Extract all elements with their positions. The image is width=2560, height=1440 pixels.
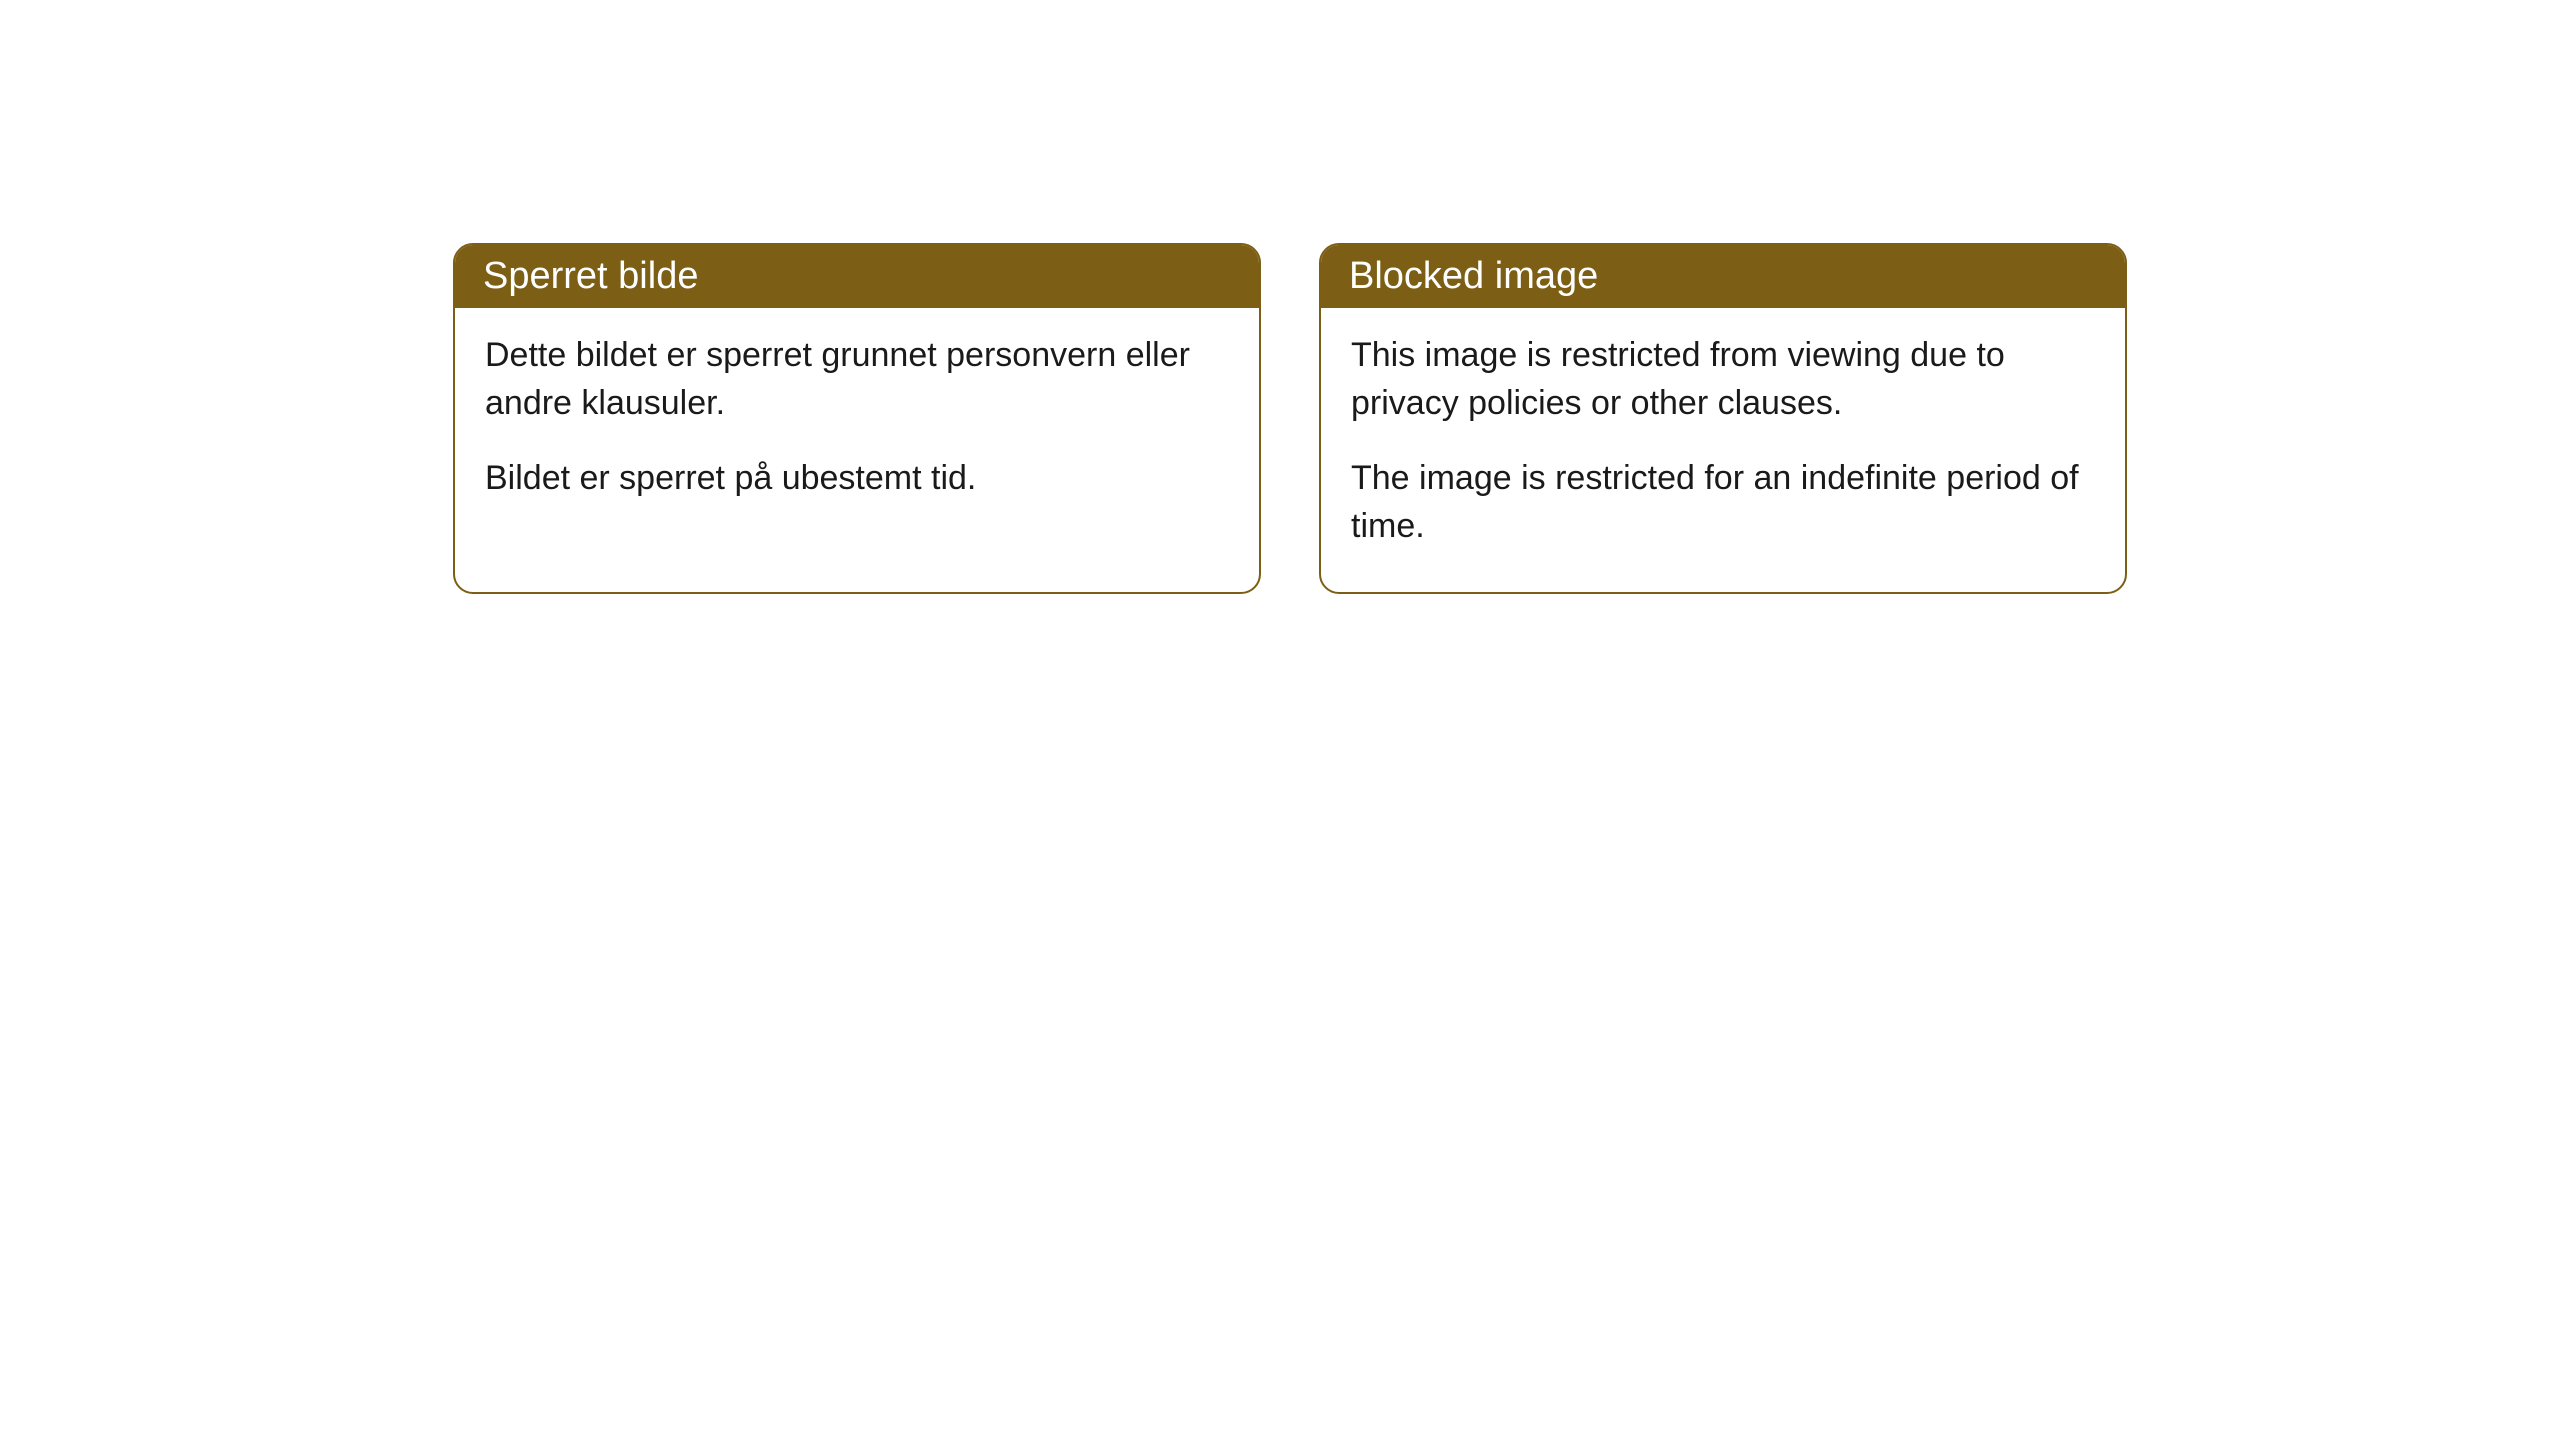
card-body: Dette bildet er sperret grunnet personve… xyxy=(455,308,1259,545)
card-title: Blocked image xyxy=(1349,255,1598,297)
card-paragraph: Bildet er sperret på ubestemt tid. xyxy=(485,455,1229,503)
notice-cards-container: Sperret bilde Dette bildet er sperret gr… xyxy=(453,243,2127,594)
notice-card-english: Blocked image This image is restricted f… xyxy=(1319,243,2127,594)
card-paragraph: The image is restricted for an indefinit… xyxy=(1351,455,2095,550)
card-paragraph: Dette bildet er sperret grunnet personve… xyxy=(485,332,1229,427)
card-title: Sperret bilde xyxy=(483,255,698,297)
card-header: Sperret bilde xyxy=(455,245,1259,308)
notice-card-norwegian: Sperret bilde Dette bildet er sperret gr… xyxy=(453,243,1261,594)
card-header: Blocked image xyxy=(1321,245,2125,308)
card-body: This image is restricted from viewing du… xyxy=(1321,308,2125,592)
card-paragraph: This image is restricted from viewing du… xyxy=(1351,332,2095,427)
